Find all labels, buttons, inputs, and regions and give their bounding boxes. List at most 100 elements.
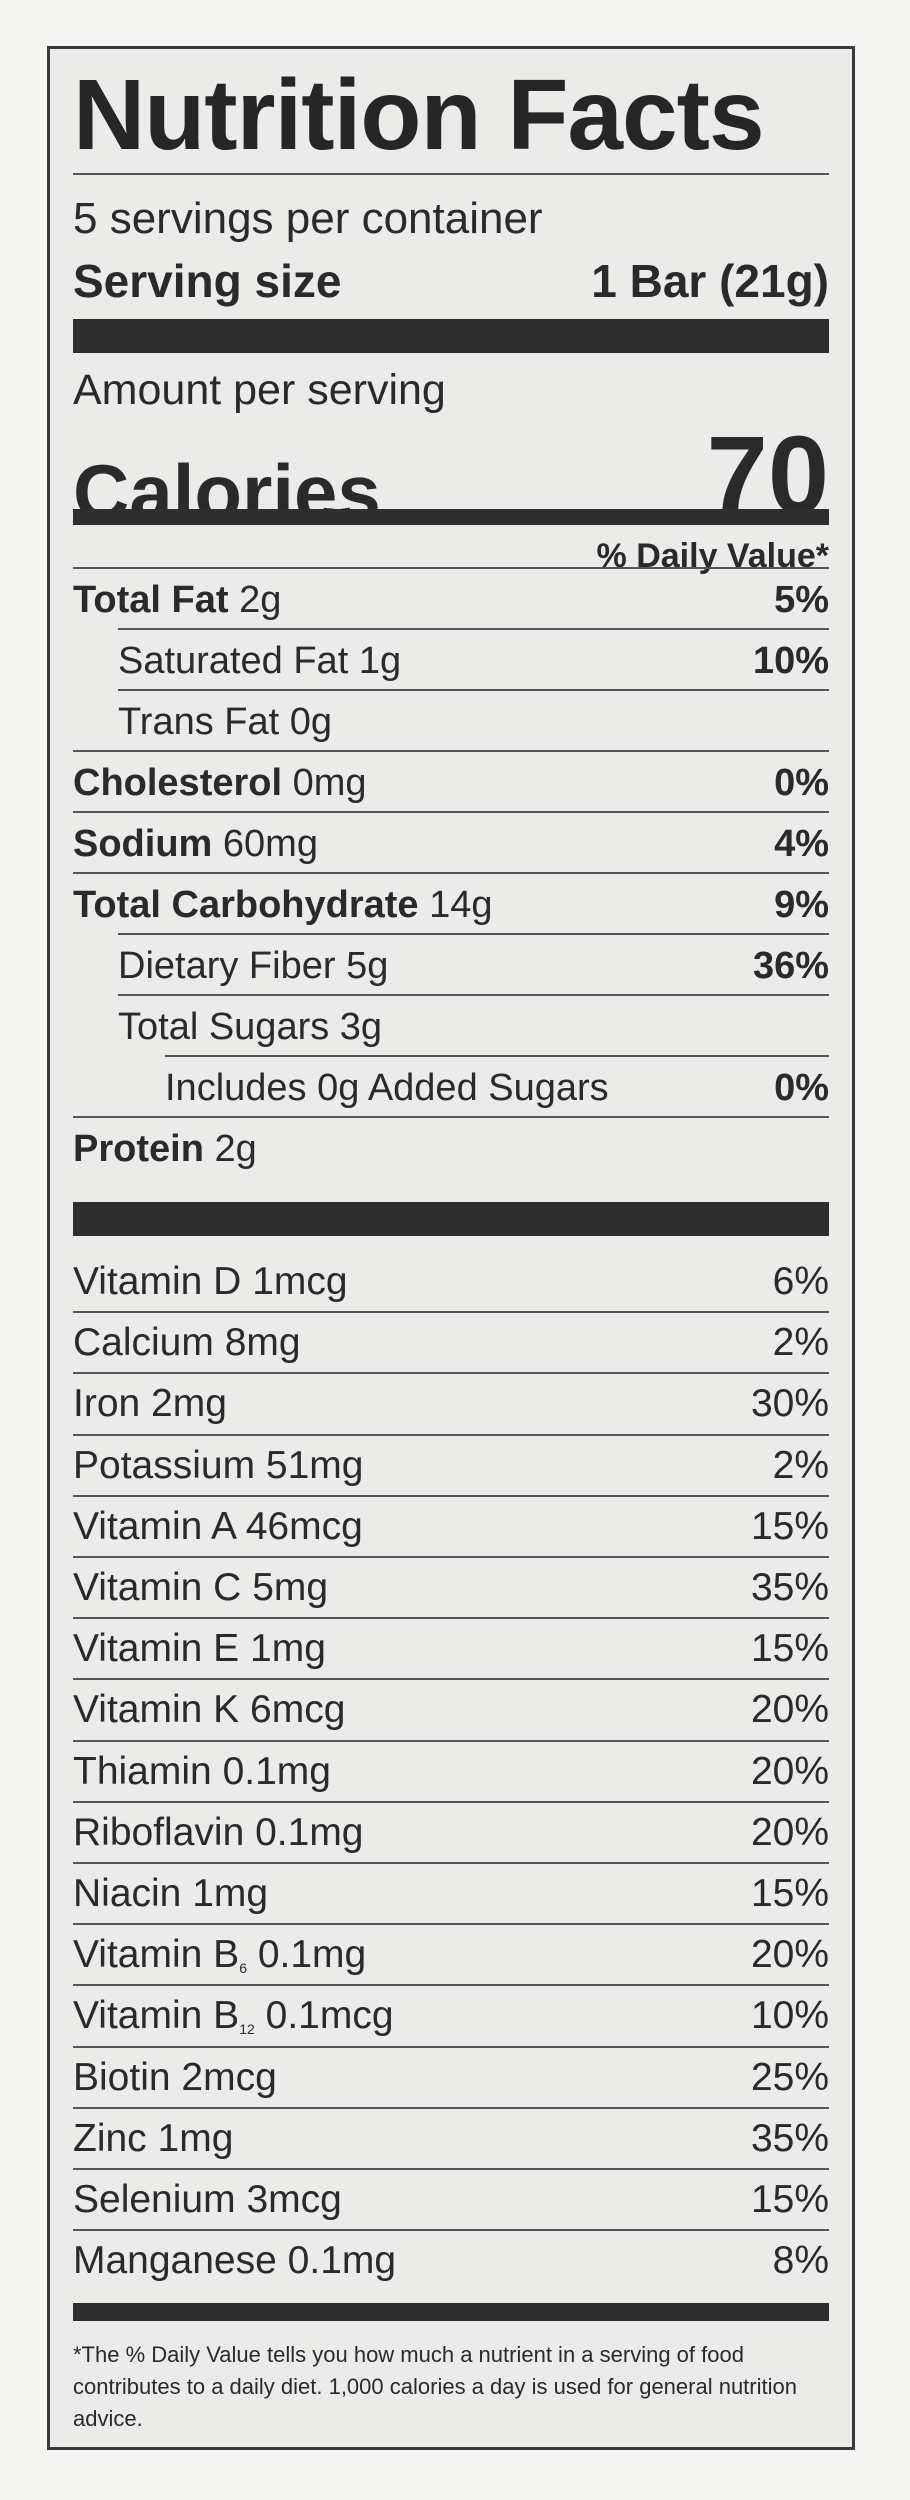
nutrient-daily-value: 0% [774,761,829,804]
nutrient-amount: 14g [429,883,493,926]
vitamin-label: Zinc 1mg [73,2117,233,2161]
divider [73,2168,829,2170]
divider [73,1923,829,1926]
vitamin-row: Manganese 0.1mg 8% [73,2232,829,2290]
vitamin-daily-value: 25% [750,2055,829,2099]
vitamin-label: Vitamin B6 0.1mg [73,1933,366,1977]
vitamin-name: Vitamin E [73,1627,240,1671]
footnote: *The % Daily Value tells you how much a … [73,2342,797,2431]
nutrient-row: Total Fat 2g 5% [73,571,829,629]
vitamin-name: Vitamin B [73,1933,240,1977]
nutrient-amount: 0mg [292,761,367,804]
vitamin-amount: 1mcg [252,1260,348,1303]
nutrient-daily-value: 9% [774,883,829,926]
thick-divider [73,1202,829,1236]
nutrient-row: Total Sugars 3g [73,998,829,1056]
vitamin-name: Zinc [73,2116,147,2160]
vitamin-name: Vitamin D [73,1260,242,1303]
vitamin-daily-value: 2% [772,1443,829,1487]
serving-size-label: Serving size [73,255,342,307]
divider [73,1984,829,1987]
nutrition-facts-panel: Nutrition Facts 5 servings per container… [47,46,855,2450]
divider [73,1739,829,1742]
nutrient-row: Saturated Fat 1g 10% [73,632,829,690]
vitamin-row: Potassium 51mg 2% [73,1437,829,1495]
divider [73,2106,829,2109]
vitamin-label: Iron 2mg [73,1382,227,1426]
nutrient-row: Trans Fat 0g [73,693,829,751]
divider [118,933,829,935]
nutrient-label: Saturated Fat 1g [118,640,401,683]
vitamin-subscript: 6 [239,1960,247,1977]
vitamin-daily-value: 8% [772,2239,829,2283]
vitamin-daily-value: 20% [750,1688,829,1732]
vitamin-row: Vitamin B12 0.1mcg 10% [73,1987,829,2045]
nutrient-name: Cholesterol [73,761,283,804]
divider [73,567,829,569]
nutrient-label: Trans Fat 0g [118,701,332,744]
vitamin-daily-value: 20% [750,1933,829,1977]
nutrient-label: Cholesterol 0mg [73,762,367,805]
nutrient-name: Protein [73,1127,204,1170]
vitamin-name: Biotin [73,2055,171,2099]
nutrient-daily-value: 36% [752,944,829,987]
servings-per-container: 5 servings per container [73,194,543,243]
vitamin-daily-value: 15% [750,1872,829,1915]
nutrient-name: Total Fat [73,578,229,621]
vitamin-daily-value: 35% [750,1566,829,1609]
vitamin-amount: 1mg [157,2116,234,2160]
vitamin-amount: 0.1mg [222,1749,331,1793]
vitamin-daily-value: 15% [750,1627,829,1671]
divider [73,1617,829,1620]
vitamin-name: Vitamin A [73,1504,235,1548]
divider [73,872,829,874]
nutrient-daily-value: 4% [774,822,829,865]
panel-title: Nutrition Facts [73,59,765,171]
divider [118,628,829,630]
vitamin-row: Zinc 1mg 35% [73,2110,829,2168]
nutrient-row: Protein 2g [73,1120,829,1178]
nutrient-name: Saturated Fat [118,639,349,682]
vitamin-name: Vitamin C [73,1566,242,1609]
nutrient-label: Total Sugars 3g [118,1006,382,1049]
vitamin-name: Manganese [73,2239,277,2283]
divider [73,1311,829,1314]
divider [73,2229,829,2232]
vitamin-label: Niacin 1mg [73,1872,268,1916]
nutrient-name: Total Carbohydrate [73,883,419,926]
vitamin-label: Vitamin K 6mcg [73,1688,345,1732]
vitamin-label: Vitamin B12 0.1mcg [73,1994,394,2038]
vitamin-row: Thiamin 0.1mg 20% [73,1743,829,1801]
nutrient-name: Total Sugars [118,1005,330,1048]
divider [73,1494,829,1497]
vitamin-label: Biotin 2mcg [73,2056,277,2100]
vitamin-amount: 1mg [250,1627,326,1671]
nutrient-amount: 0g [289,700,333,743]
divider [73,1372,829,1375]
vitamin-name: Riboflavin [73,1810,245,1854]
divider [165,1055,829,1057]
vitamin-row: Vitamin A 46mcg 15% [73,1498,829,1556]
divider [73,2045,829,2048]
nutrient-row: Includes 0g Added Sugars 0% [73,1059,829,1117]
nutrient-row: Sodium 60mg 4% [73,815,829,873]
vitamin-row: Calcium 8mg 2% [73,1314,829,1372]
divider [73,1678,829,1681]
divider [73,750,829,752]
divider [73,1116,829,1118]
amount-per-serving: Amount per serving [73,366,446,414]
nutrient-daily-value: 10% [752,639,829,682]
nutrient-name: Dietary Fiber [118,944,336,987]
vitamin-row: Vitamin C 5mg 35% [73,1559,829,1617]
vitamin-amount: 3mcg [246,2178,342,2221]
thick-divider [73,319,829,353]
vitamin-label: Vitamin C 5mg [73,1566,328,1610]
vitamin-label: Selenium 3mcg [73,2178,342,2222]
divider [73,1556,829,1558]
vitamin-daily-value: 35% [750,2116,829,2160]
vitamin-daily-value: 20% [750,1810,829,1854]
vitamin-row: Riboflavin 0.1mg 20% [73,1804,829,1862]
nutrient-name: Includes 0g Added Sugars [165,1066,609,1109]
divider [73,173,829,175]
nutrient-amount: 2g [214,1127,257,1170]
